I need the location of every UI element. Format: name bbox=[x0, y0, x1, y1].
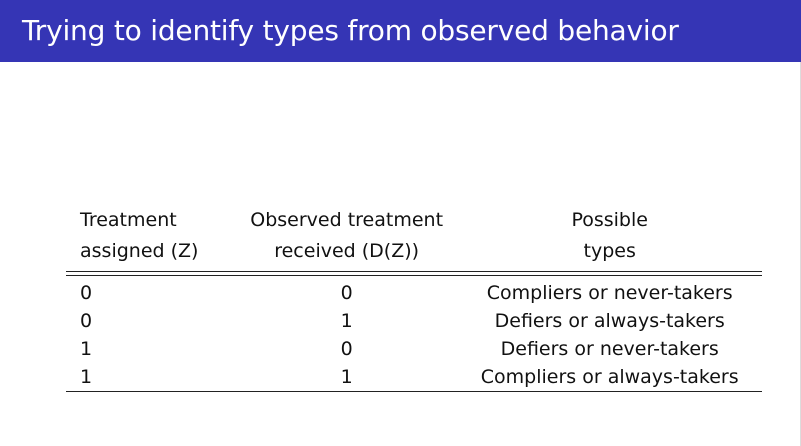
types-table-container: Treatment assigned (Z) Observed treatmen… bbox=[66, 205, 762, 392]
table-row: 1 1 Compliers or always-takers bbox=[66, 363, 762, 392]
cell-z: 0 bbox=[80, 310, 93, 332]
cell-z: 0 bbox=[80, 282, 93, 304]
cell-z: 1 bbox=[80, 366, 93, 388]
column-header-line: assigned (Z) bbox=[80, 240, 199, 262]
double-rule-line bbox=[66, 271, 762, 276]
cell-d: 1 bbox=[340, 366, 353, 388]
table-row: 0 0 Compliers or never-takers bbox=[66, 276, 762, 308]
bottom-rule-line bbox=[66, 391, 762, 392]
column-header-possible-types: Possible types bbox=[457, 205, 762, 272]
table-header-row: Treatment assigned (Z) Observed treatmen… bbox=[66, 205, 762, 272]
cell-types: Defiers or never-takers bbox=[500, 338, 719, 360]
column-header-line: Possible bbox=[571, 209, 648, 231]
slide-title: Trying to identify types from observed b… bbox=[22, 14, 679, 47]
table-bottom-rule bbox=[66, 391, 762, 392]
cell-z: 1 bbox=[80, 338, 93, 360]
types-table: Treatment assigned (Z) Observed treatmen… bbox=[66, 205, 762, 392]
header-double-rule bbox=[66, 271, 762, 276]
cell-types: Defiers or always-takers bbox=[494, 310, 725, 332]
column-header-line: types bbox=[583, 240, 636, 262]
cell-d: 1 bbox=[340, 310, 353, 332]
column-header-line: Treatment bbox=[80, 209, 177, 231]
column-header-treatment-assigned: Treatment assigned (Z) bbox=[66, 205, 236, 272]
table-row: 0 1 Defiers or always-takers bbox=[66, 307, 762, 335]
cell-types: Compliers or always-takers bbox=[480, 366, 739, 388]
title-bar: Trying to identify types from observed b… bbox=[0, 0, 801, 62]
column-header-line: Observed treatment bbox=[250, 209, 444, 231]
cell-d: 0 bbox=[340, 338, 353, 360]
column-header-line: received (D(Z)) bbox=[274, 240, 420, 262]
cell-d: 0 bbox=[340, 282, 353, 304]
cell-types: Compliers or never-takers bbox=[486, 282, 733, 304]
column-header-observed-treatment: Observed treatment received (D(Z)) bbox=[236, 205, 458, 272]
table-row: 1 0 Defiers or never-takers bbox=[66, 335, 762, 363]
